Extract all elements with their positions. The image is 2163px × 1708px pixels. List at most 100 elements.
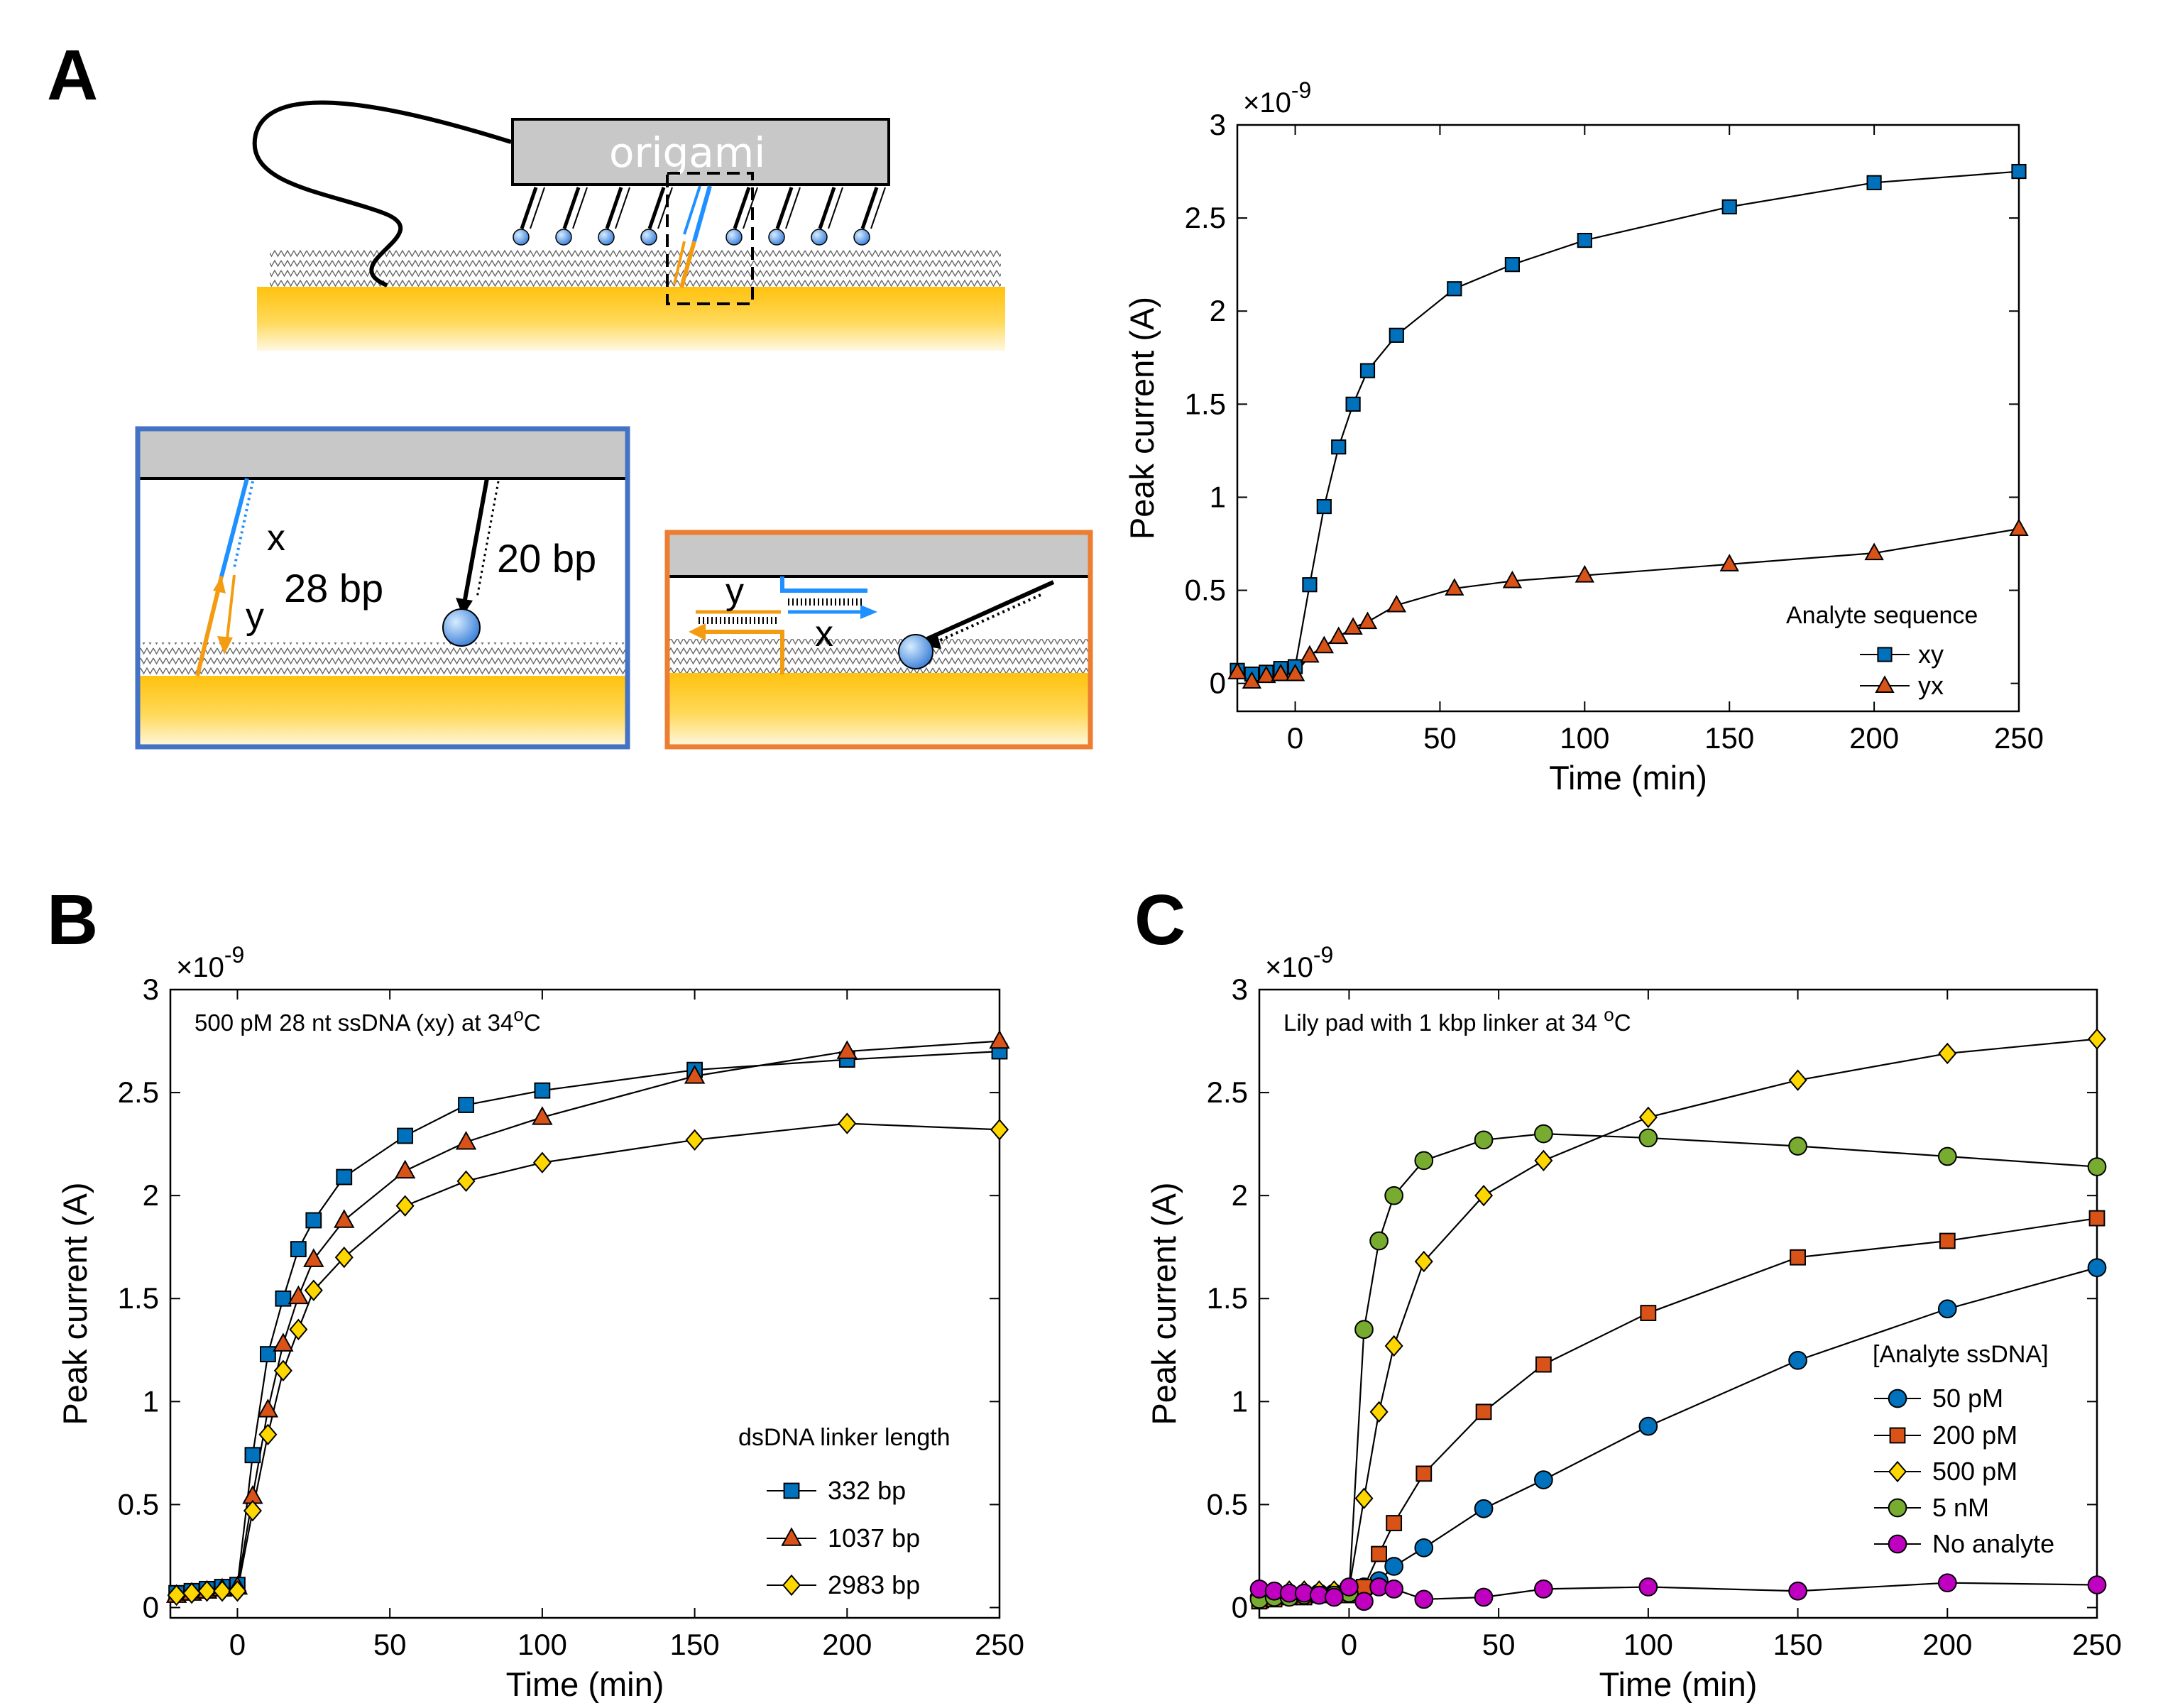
x-tick-label: 150	[670, 1628, 720, 1661]
y-tick-label: 0.5	[1207, 1487, 1248, 1521]
square-marker	[534, 1082, 551, 1099]
x-tick-label: 50	[1482, 1628, 1516, 1661]
probe-tilted	[926, 580, 1055, 641]
label-y: y	[246, 596, 264, 637]
diamond-marker	[782, 1574, 801, 1597]
x-tick-label: 50	[373, 1628, 407, 1661]
square-marker	[1345, 396, 1361, 412]
legend-title: [Analyte ssDNA]	[1873, 1341, 2049, 1368]
triangle-marker	[1502, 570, 1523, 589]
circle-marker	[1474, 1130, 1494, 1150]
triangle-marker	[1227, 662, 1247, 679]
chart-annotation: 500 pM 28 nt ssDNA (xy) at 34oC	[195, 1004, 541, 1036]
probe	[598, 187, 630, 246]
triangle-marker	[273, 1332, 294, 1352]
annotation-text: Lily pad with 1 kbp linker at 34	[1283, 1009, 1604, 1036]
square-marker	[1535, 1356, 1552, 1373]
triangle-marker	[1300, 645, 1320, 663]
triangle-marker	[781, 1527, 802, 1546]
capture-strand-orange	[673, 241, 686, 285]
square-marker	[290, 1241, 307, 1258]
x-axis-label: Time (min)	[1599, 1665, 1758, 1703]
circle-marker	[1384, 1557, 1403, 1576]
x-tick-label: 100	[518, 1628, 567, 1661]
legend-label: 500 pM	[1932, 1457, 2017, 1486]
x-tick-label: 200	[1922, 1628, 1972, 1661]
square-marker	[1889, 1427, 1906, 1444]
annotation-degree: o	[513, 1004, 523, 1025]
diamond-marker	[532, 1151, 552, 1173]
legend-title: Analyte sequence	[1786, 602, 1978, 629]
y-tick-label: 2.5	[118, 1075, 159, 1109]
annotation-unit: C	[1614, 1009, 1631, 1036]
probe-20bp-arrow	[456, 598, 473, 616]
diamond-marker	[1938, 1042, 1957, 1065]
diamond-marker	[1384, 1335, 1403, 1357]
strand-x	[780, 576, 867, 593]
diamond-marker	[395, 1195, 415, 1217]
legend-label: 50 pM	[1932, 1384, 2003, 1413]
dsdna-linker	[252, 100, 512, 288]
y-exponent-label: ×10-9	[176, 942, 244, 983]
diamond-marker	[258, 1423, 278, 1445]
blue-inset: x y 28 bp 20 bp	[135, 426, 630, 750]
circle-marker	[1937, 1573, 1957, 1593]
triangle-marker	[1256, 665, 1276, 684]
y-exponent-power: -9	[1313, 942, 1333, 968]
square-marker	[260, 1346, 276, 1362]
y-tick-label: 1	[1232, 1384, 1248, 1418]
capture-strand-orange	[679, 241, 696, 288]
capture-strand-blue	[692, 185, 712, 242]
legend-label: 332 bp	[828, 1476, 906, 1505]
circle-marker	[1414, 1538, 1434, 1558]
strand-x	[219, 478, 249, 577]
diamond-marker	[197, 1580, 217, 1602]
y-tick-label: 0.5	[1185, 574, 1226, 607]
probe	[555, 187, 588, 246]
triangle-marker	[1343, 617, 1363, 635]
x-tick-label: 250	[1994, 721, 2044, 755]
square-marker	[1386, 1515, 1403, 1531]
circle-marker	[1788, 1581, 1807, 1601]
diamond-marker	[182, 1582, 202, 1604]
square-marker	[458, 1097, 474, 1113]
triangle-marker	[288, 1285, 310, 1305]
inset-monolayer	[138, 642, 628, 675]
label-28bp: 28 bp	[284, 566, 383, 611]
y-tick-label: 3	[1210, 108, 1226, 141]
monolayer	[270, 250, 1001, 287]
y-exponent-label: ×10-9	[1243, 77, 1311, 119]
triangle-marker	[1242, 671, 1262, 689]
chart-b: 0 50 100 150 200 250 0 0.5 1 1.5 2 2.5 3 ×10-9 Time (m…	[56, 942, 1024, 1703]
y-tick-label: 1.5	[1207, 1281, 1248, 1315]
inset-gold	[138, 676, 628, 747]
square-marker	[1415, 1465, 1433, 1482]
y-exponent-label: ×10-9	[1265, 942, 1333, 983]
square-marker	[2011, 163, 2027, 180]
triangle-marker	[1386, 594, 1406, 613]
diamond-marker	[1414, 1250, 1433, 1273]
x-tick-label: 200	[1849, 721, 1899, 755]
y-tick-label: 2.5	[1185, 201, 1226, 234]
triangle-marker	[1357, 611, 1378, 630]
orange-inset: y x	[664, 530, 1093, 750]
diamond-marker	[228, 1580, 247, 1602]
y-tick-label: 2	[143, 1178, 159, 1212]
triangle-marker	[334, 1209, 355, 1228]
y-tick-label: 3	[143, 973, 159, 1006]
diamond-marker	[1354, 1487, 1374, 1509]
y-tick-label: 0	[143, 1590, 159, 1624]
panel-letter-b: B	[47, 880, 98, 960]
square-marker	[1389, 327, 1404, 343]
zoom-region	[666, 172, 754, 305]
panel-letter-c: C	[1134, 880, 1185, 960]
circle-marker	[1638, 1416, 1658, 1436]
diamond-marker	[2087, 1028, 2107, 1050]
origami-block	[511, 118, 890, 186]
probe	[640, 187, 673, 246]
square-marker	[275, 1290, 292, 1307]
x-tick-label: 100	[1623, 1628, 1673, 1661]
diamond-marker	[1788, 1069, 1807, 1091]
label-y: y	[725, 571, 744, 612]
x-tick-label: 250	[975, 1628, 1024, 1661]
